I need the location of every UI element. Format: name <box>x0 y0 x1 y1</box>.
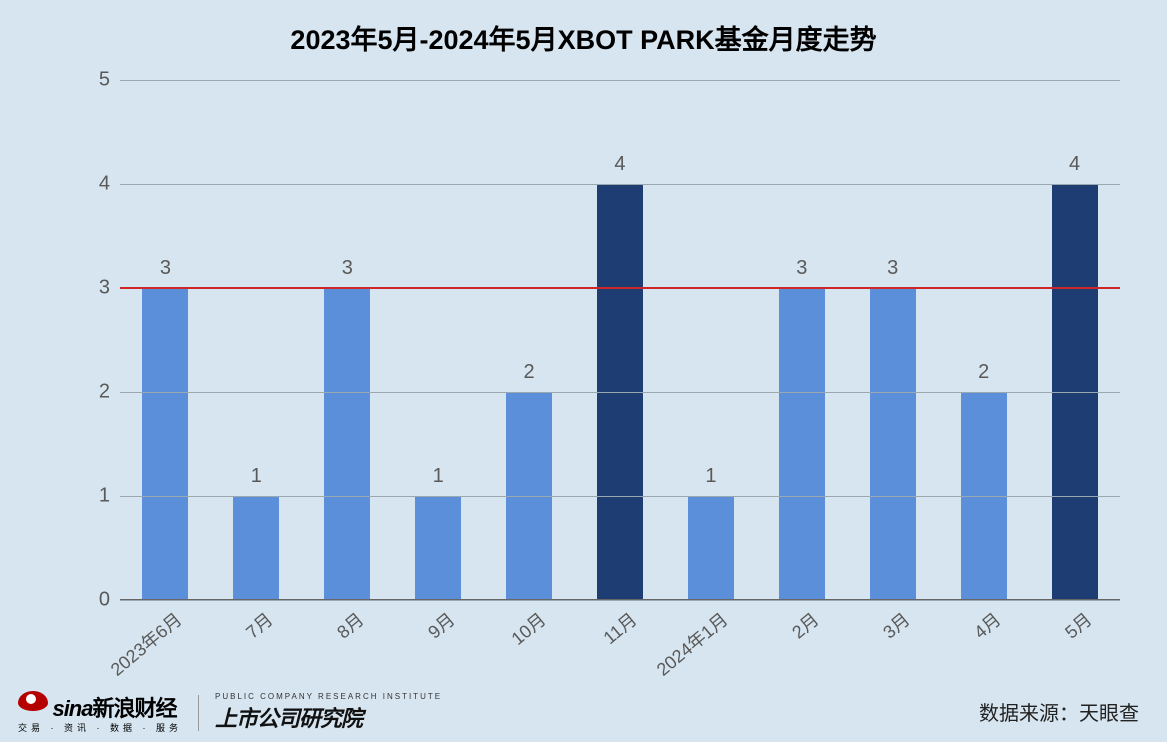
bar-slot: 12024年1月 <box>665 80 756 600</box>
bar-value-label: 3 <box>796 257 807 280</box>
bar-slot: 33月 <box>847 80 938 600</box>
xtick-label: 5月 <box>1058 606 1096 644</box>
gridline <box>120 496 1120 497</box>
bar <box>779 288 825 600</box>
ytick-label: 4 <box>80 173 110 196</box>
sina-eye-icon <box>18 691 48 711</box>
ytick-label: 5 <box>80 69 110 92</box>
bar-value-label: 1 <box>433 465 444 488</box>
ytick-label: 0 <box>80 589 110 612</box>
bar-slot: 24月 <box>938 80 1029 600</box>
bar <box>415 496 461 600</box>
xtick-label: 11月 <box>597 606 642 649</box>
ytick-label: 2 <box>80 381 110 404</box>
research-institute-logo: PUBLIC COMPANY RESEARCH INSTITUTE 上市公司研究… <box>215 692 442 733</box>
bar-value-label: 1 <box>251 465 262 488</box>
ytick-label: 3 <box>80 277 110 300</box>
xtick-label: 3月 <box>876 606 914 644</box>
xtick-label: 4月 <box>967 606 1005 644</box>
research-cn-text: 上市公司研究院 <box>215 701 442 733</box>
bar-value-label: 4 <box>1069 153 1080 176</box>
bar-value-label: 4 <box>614 153 625 176</box>
bar-slot: 17月 <box>211 80 302 600</box>
xtick-label: 9月 <box>422 606 460 644</box>
xtick-label: 2月 <box>785 606 823 644</box>
ytick-label: 1 <box>80 485 110 508</box>
sina-finance-logo: sina新浪财经 交易 · 资讯 · 数据 · 服务 <box>18 691 182 734</box>
gridline <box>120 184 1120 185</box>
research-en-text: PUBLIC COMPANY RESEARCH INSTITUTE <box>215 692 442 701</box>
bar-slot: 19月 <box>393 80 484 600</box>
brand-divider <box>198 695 199 731</box>
xtick-label: 7月 <box>240 606 278 644</box>
chart-title: 2023年5月-2024年5月XBOT PARK基金月度走势 <box>0 18 1167 57</box>
bar <box>324 288 370 600</box>
plot-area: 32023年6月17月38月19月210月411月12024年1月32月33月2… <box>120 80 1120 600</box>
data-source-value: 天眼查 <box>1079 703 1139 725</box>
sina-tagline: 交易 · 资讯 · 数据 · 服务 <box>18 721 182 734</box>
xtick-label: 10月 <box>505 606 551 650</box>
bar <box>142 288 188 600</box>
bar <box>688 496 734 600</box>
xtick-label: 2024年1月 <box>650 606 733 681</box>
bar-slot: 210月 <box>484 80 575 600</box>
bar <box>870 288 916 600</box>
bar-value-label: 3 <box>342 257 353 280</box>
bar-slot: 32月 <box>756 80 847 600</box>
bars-area: 32023年6月17月38月19月210月411月12024年1月32月33月2… <box>120 80 1120 600</box>
data-source-label: 数据来源： <box>979 703 1079 725</box>
bar-value-label: 3 <box>887 257 898 280</box>
bar-value-label: 3 <box>160 257 171 280</box>
bar-value-label: 2 <box>524 361 535 384</box>
bar-value-label: 2 <box>978 361 989 384</box>
bar <box>233 496 279 600</box>
bar-value-label: 1 <box>705 465 716 488</box>
footer: sina新浪财经 交易 · 资讯 · 数据 · 服务 PUBLIC COMPAN… <box>0 682 1167 742</box>
brand-block: sina新浪财经 交易 · 资讯 · 数据 · 服务 PUBLIC COMPAN… <box>18 691 442 734</box>
threshold-line <box>120 287 1120 289</box>
xtick-label: 8月 <box>331 606 369 644</box>
gridline <box>120 80 1120 81</box>
gridline <box>120 600 1120 601</box>
bar-slot: 45月 <box>1029 80 1120 600</box>
bar-slot: 32023年6月 <box>120 80 211 600</box>
chart-container: 2023年5月-2024年5月XBOT PARK基金月度走势 32023年6月1… <box>0 0 1167 742</box>
sina-logo-text: sina新浪财经 <box>52 696 176 721</box>
bar-slot: 411月 <box>575 80 666 600</box>
xtick-label: 2023年6月 <box>105 606 188 681</box>
bar-slot: 38月 <box>302 80 393 600</box>
data-source: 数据来源：天眼查 <box>979 697 1139 726</box>
gridline <box>120 392 1120 393</box>
